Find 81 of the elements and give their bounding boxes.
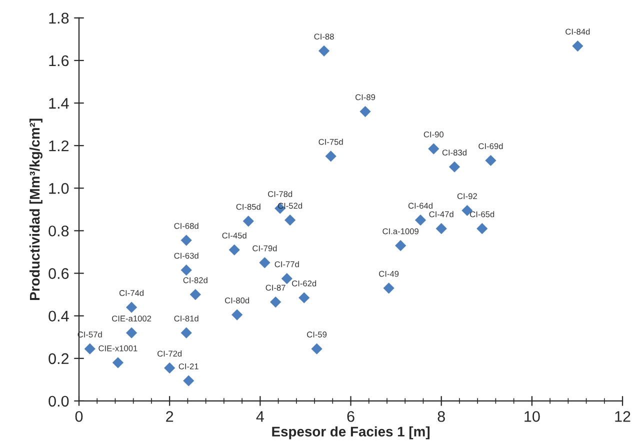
annotation: CI-65d xyxy=(470,211,494,218)
point xyxy=(476,223,488,234)
annotation: CI-72d xyxy=(158,350,182,357)
annotation: CI-63d xyxy=(174,252,198,259)
y-tick-label: 1.0 xyxy=(49,183,69,194)
annotation: CI-64d xyxy=(408,202,432,209)
x-tick-label: 4 xyxy=(256,411,264,422)
x-tick-label: 6 xyxy=(347,411,354,422)
x-axis-title: Espesor de Facies 1 [m] xyxy=(272,426,430,440)
annotation: CI-77d xyxy=(274,261,299,268)
annotation: CI-45d xyxy=(222,232,246,239)
annotation: CI-82d xyxy=(183,277,208,284)
annotation: CI-62d xyxy=(292,280,316,286)
point xyxy=(318,45,330,56)
point xyxy=(436,223,447,234)
point xyxy=(126,302,138,313)
point xyxy=(112,357,124,368)
annotation: CI.a-1009 xyxy=(382,228,418,234)
annotation: CIE-x1001 xyxy=(98,345,138,352)
annotation: CI-81d xyxy=(174,315,198,322)
y-tick-label: 0.0 xyxy=(48,396,69,407)
annotation: CI-87 xyxy=(266,284,286,291)
y-tick-label: 0.2 xyxy=(48,353,69,364)
y-tick-label: 0.6 xyxy=(48,268,69,279)
point xyxy=(298,292,310,304)
point xyxy=(180,327,192,338)
y-tick-label: 1.8 xyxy=(49,12,69,24)
point xyxy=(126,327,138,338)
annotation: CI-84d xyxy=(566,28,590,35)
point xyxy=(383,282,394,294)
y-tick-label: 1.4 xyxy=(49,98,69,109)
point xyxy=(414,214,426,226)
annotation: CI-89 xyxy=(355,94,376,100)
point xyxy=(84,343,96,354)
y-tick-label: 1.6 xyxy=(49,55,69,66)
y-tick-label: 0.4 xyxy=(48,310,69,322)
point xyxy=(281,273,292,284)
x-tick-label: 2 xyxy=(166,411,174,422)
point xyxy=(428,143,440,154)
point xyxy=(164,362,176,374)
point xyxy=(190,289,201,300)
point xyxy=(325,150,336,162)
point xyxy=(395,240,406,252)
annotation: CI-80d xyxy=(224,297,250,304)
point xyxy=(232,309,243,320)
point xyxy=(284,214,296,226)
annotation: CI-78d xyxy=(268,190,292,198)
point xyxy=(270,296,282,308)
point xyxy=(180,234,192,246)
annotation: CI-92 xyxy=(457,193,477,200)
point xyxy=(360,106,371,118)
annotation: CI-79d xyxy=(252,245,277,252)
annotation: CI-90 xyxy=(424,132,444,138)
point xyxy=(259,257,270,268)
point xyxy=(572,40,584,52)
point xyxy=(242,216,254,227)
annotation: CI-68d xyxy=(174,222,198,229)
annotation: CIE-a1002 xyxy=(112,316,152,322)
point xyxy=(183,375,194,386)
point xyxy=(228,244,240,256)
point xyxy=(485,154,496,166)
point xyxy=(311,343,322,354)
point xyxy=(448,161,460,172)
y-tick-label: 1.2 xyxy=(49,140,69,152)
y-axis-title: Productividad [Mm³/kg/cm²] xyxy=(29,118,42,300)
annotation: CI-74d xyxy=(119,290,144,296)
annotation: CI-83d xyxy=(442,149,466,156)
annotation: CI-88 xyxy=(314,34,334,40)
x-tick-label: 8 xyxy=(438,411,445,422)
annotation: CI-59 xyxy=(307,332,327,338)
y-tick-label: 0.8 xyxy=(48,226,69,236)
annotation: CI-21 xyxy=(178,363,198,370)
annotation: CI-85d xyxy=(236,204,260,210)
x-tick-label: 12 xyxy=(615,411,630,422)
annotation: CI-47d xyxy=(429,211,454,218)
x-tick-label: 10 xyxy=(524,411,540,422)
point xyxy=(180,264,192,276)
x-tick-label: 0 xyxy=(75,411,83,422)
annotation: CI-69d xyxy=(478,143,503,150)
annotation: CI-49 xyxy=(379,270,399,277)
annotation: CI-75d xyxy=(318,138,343,145)
